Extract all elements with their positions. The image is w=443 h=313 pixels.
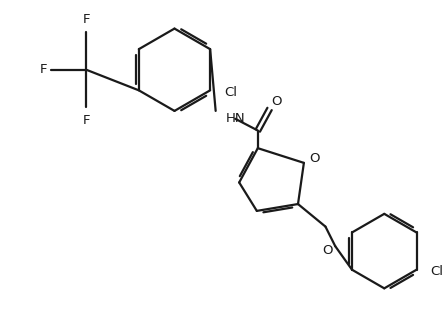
Text: F: F [82, 13, 90, 26]
Text: O: O [322, 244, 332, 257]
Text: HN: HN [225, 112, 245, 125]
Text: O: O [309, 152, 319, 166]
Text: F: F [82, 114, 90, 127]
Text: O: O [272, 95, 282, 108]
Text: Cl: Cl [430, 265, 443, 278]
Text: F: F [39, 63, 47, 76]
Text: Cl: Cl [224, 86, 237, 99]
